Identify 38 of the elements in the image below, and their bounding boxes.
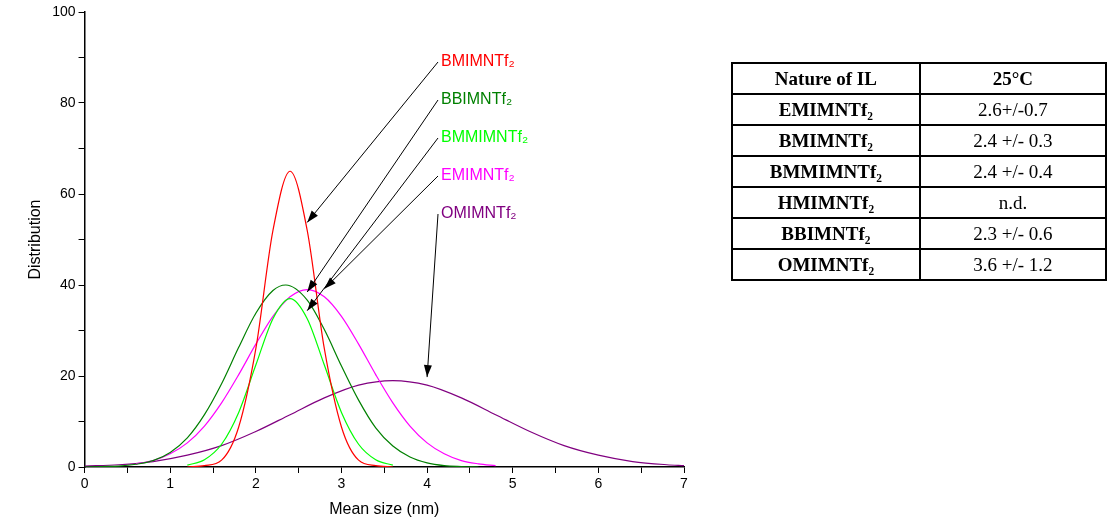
text: 2.6+/-0.7 bbox=[919, 94, 1106, 125]
line-series bbox=[84, 284, 480, 467]
text: 2.4 +/- 0.4 bbox=[919, 156, 1106, 187]
text: BMMIMNTf₂ bbox=[732, 156, 920, 187]
x-tick-label: 2 bbox=[251, 475, 260, 492]
text: 3.6 +/- 1.2 bbox=[919, 249, 1106, 280]
text: BBIMNTf₂ bbox=[441, 90, 513, 108]
y-tick-label: 40 bbox=[59, 275, 76, 292]
x-tick-label: 6 bbox=[594, 475, 603, 492]
text: 2.4 +/- 0.3 bbox=[919, 125, 1106, 156]
text: Nature of IL bbox=[732, 63, 920, 94]
x-tick-label: 1 bbox=[166, 475, 175, 492]
text: HMIMNTf₂ bbox=[732, 187, 920, 218]
y-tick-label: 20 bbox=[59, 366, 76, 383]
x-tick-label: 4 bbox=[423, 475, 432, 492]
x-axis-title: Mean size (nm) bbox=[329, 499, 440, 517]
line-series bbox=[186, 170, 394, 467]
x-tick-label: 3 bbox=[337, 475, 346, 492]
text: BBIMNTf₂ bbox=[732, 218, 920, 249]
text: 25°C bbox=[919, 63, 1106, 94]
text: OMIMNTf₂ bbox=[732, 249, 920, 280]
text: n.d. bbox=[919, 187, 1106, 218]
text: BMIMNTf₂ bbox=[732, 125, 920, 156]
text: EMIMNTf₂ bbox=[732, 94, 920, 125]
text: BMMIMNTf₂ bbox=[441, 128, 529, 146]
y-tick-label: 100 bbox=[52, 2, 76, 19]
y-axis-title: Distribution bbox=[26, 199, 44, 280]
text: BMIMNTf₂ bbox=[441, 52, 515, 70]
x-tick-label: 5 bbox=[508, 475, 517, 492]
y-tick-label: 60 bbox=[59, 184, 76, 201]
x-tick-label: 7 bbox=[680, 475, 689, 492]
text: 2.3 +/- 0.6 bbox=[919, 218, 1106, 249]
text: EMIMNTf₂ bbox=[441, 166, 515, 184]
y-tick-label: 80 bbox=[59, 93, 76, 110]
text: OMIMNTf₂ bbox=[441, 204, 517, 222]
line-series bbox=[186, 298, 394, 466]
x-tick-label: 0 bbox=[80, 475, 89, 492]
y-tick-label: 0 bbox=[67, 457, 76, 474]
